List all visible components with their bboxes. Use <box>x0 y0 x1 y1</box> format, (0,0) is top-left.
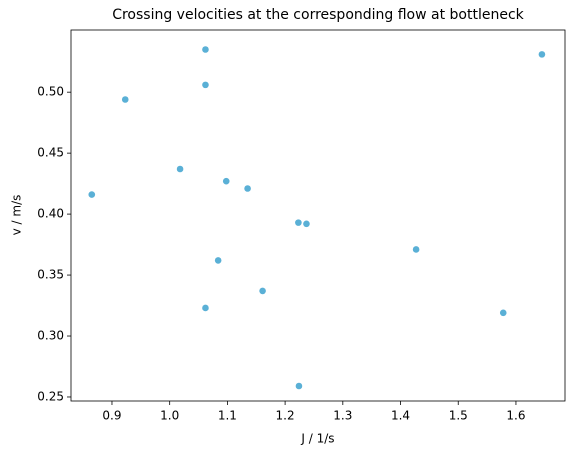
y-tick-label: 0.25 <box>37 389 64 403</box>
point <box>202 304 209 312</box>
point <box>259 287 266 295</box>
y-tick-label: 0.35 <box>37 268 64 282</box>
y-tick-label: 0.50 <box>37 85 64 99</box>
x-tick-label: 1.3 <box>333 409 352 423</box>
x-tick-label: 1.5 <box>449 409 468 423</box>
point <box>244 185 251 192</box>
plot-frame <box>70 29 566 402</box>
point <box>222 177 230 185</box>
y-tick-label: 0.40 <box>37 207 64 221</box>
point <box>303 220 310 228</box>
x-tick-label: 0.9 <box>102 409 121 423</box>
point <box>499 309 507 317</box>
point <box>412 246 420 253</box>
x-tick-label: 1.2 <box>276 409 295 423</box>
y-tick-label: 0.45 <box>37 146 64 160</box>
y-tick-label: 0.30 <box>37 329 64 343</box>
point <box>202 81 209 89</box>
point <box>121 96 129 103</box>
point <box>202 46 209 53</box>
point <box>176 165 184 173</box>
x-tick-label: 1.6 <box>506 409 525 423</box>
x-tick-label: 1.0 <box>160 409 179 423</box>
chart-title: Crossing velocities at the corresponding… <box>112 7 524 23</box>
point <box>88 191 96 198</box>
x-tick-label: 1.4 <box>391 409 410 423</box>
x-axis-label: J / 1/s <box>300 432 334 446</box>
point <box>295 382 303 390</box>
point <box>538 51 546 58</box>
x-tick-label: 1.1 <box>218 409 237 423</box>
point <box>295 219 302 226</box>
y-axis-label: v / m/s <box>10 195 24 236</box>
point <box>214 257 222 264</box>
